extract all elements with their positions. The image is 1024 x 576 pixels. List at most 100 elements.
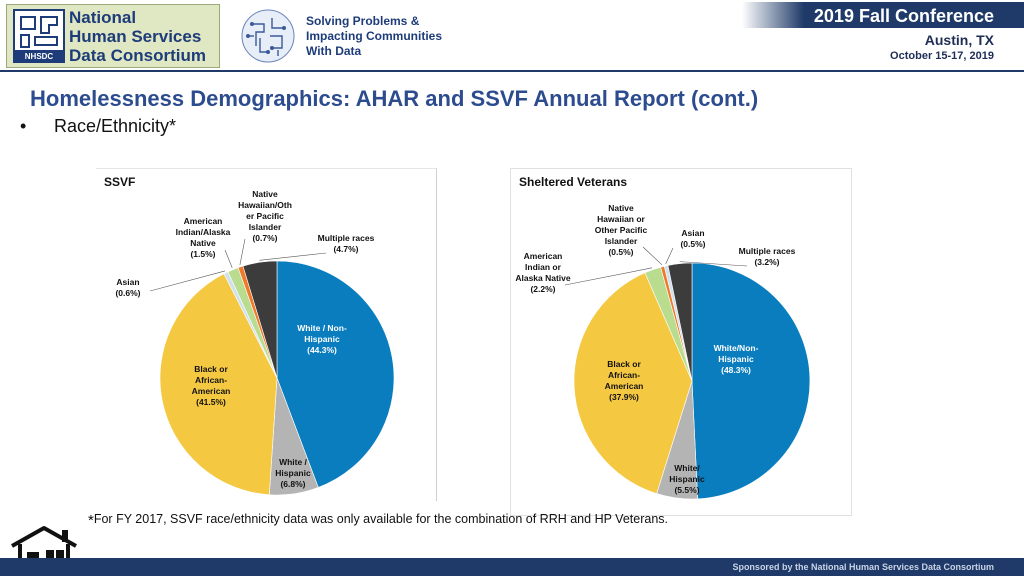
conference-banner: 2019 Fall Conference: [742, 2, 1024, 28]
sheltered-veterans-label-6-line-1: Asian: [681, 228, 704, 238]
footnote: *For FY 2017, SSVF race/ethnicity data w…: [88, 512, 668, 529]
ssvf-pie-chart: White / Non-Hispanic (44.3%) White / Hispan…: [96, 168, 437, 501]
sheltered-veterans-label-1-line-1: White/Non-: [714, 343, 759, 353]
sheltered-veterans-leader-5: [642, 246, 663, 266]
ssvf-label-1-line-2: Hispanic: [304, 334, 340, 344]
ssvf-leader-5: [224, 249, 233, 268]
ssvf-label-5-line-2: Indian/Alaska: [176, 227, 231, 237]
ssvf-label-3-line-1: Black or: [194, 364, 228, 374]
ssvf-slice-3: [159, 273, 278, 496]
tagline-line-2: Impacting Communities: [306, 29, 443, 43]
ssvf-leader-7: [259, 252, 327, 261]
logo-wordmark: National Human Services Data Consortium: [69, 8, 206, 65]
sheltered-veterans-label-4-line-3: Alaska Native: [515, 273, 571, 283]
ssvf-label-5: American Indian/Alaska Native (1.5%): [176, 216, 231, 259]
sheltered-veterans-label-2-line-1: White/: [674, 463, 700, 473]
sheltered-veterans-label-4-line-4: (2.2%): [530, 284, 555, 294]
sheltered-veterans-label-6: Asian (0.5%): [680, 228, 705, 249]
sheltered-veterans-label-7-line-2: (3.2%): [754, 257, 779, 267]
ssvf-label-6: Native Hawaiian/Oth er Pacific Islander (0.7…: [238, 189, 292, 243]
footer-bar: Sponsored by the National Human Services…: [0, 558, 1024, 576]
circuit-globe-icon: [241, 9, 295, 63]
ssvf-label-6-line-3: er Pacific: [246, 211, 284, 221]
ssvf-slice-1: [276, 260, 395, 488]
sheltered-veterans-label-4-line-1: American: [524, 251, 563, 261]
ssvf-leader-4: [149, 270, 226, 292]
ssvf-label-1-line-3: (44.3%): [307, 345, 337, 355]
sheltered-veterans-slice-1: [691, 262, 811, 500]
sheltered-veterans-label-2: White/Hispanic (5.5%): [669, 463, 705, 495]
ssvf-label-3-line-2: African-: [195, 375, 227, 385]
ssvf-label-6-line-1: Native: [252, 189, 278, 199]
logo-line-3: Data Consortium: [69, 46, 206, 65]
logo-line-1: National: [69, 8, 137, 27]
ssvf-label-7-line-1: Multiple races: [318, 233, 375, 243]
conference-title: 2019 Fall Conference: [813, 6, 994, 26]
sheltered-veterans-label-2-line-3: (5.5%): [674, 485, 699, 495]
nhsdc-grid-icon: NHSDC: [13, 9, 65, 63]
ssvf-label-5-line-4: (1.5%): [190, 249, 215, 259]
ssvf-label-7-line-2: (4.7%): [333, 244, 358, 254]
nhsdc-logo[interactable]: NHSDC National Human Services Data Conso…: [6, 4, 220, 68]
ssvf-leader-6: [239, 238, 246, 265]
tagline-line-3: With Data: [306, 44, 362, 58]
sheltered-veterans-leader-6: [665, 247, 674, 265]
sheltered-veterans-label-3: Black or African-American (37.9%): [605, 359, 644, 402]
sheltered-veterans-label-3-line-4: (37.9%): [609, 392, 639, 402]
ssvf-chart-title: SSVF: [104, 175, 136, 189]
sheltered-veterans-label-1: White/Non-Hispanic (48.3%): [714, 343, 759, 375]
sheltered-veterans-label-5: Native Hawaiian or Other Pacific Islander (0…: [595, 203, 648, 257]
sheltered-veterans-leader-4: [564, 267, 653, 286]
ssvf-label-2: White / Hispanic (6.8%): [275, 457, 311, 489]
ssvf-label-7: Multiple races (4.7%): [318, 233, 375, 254]
ssvf-label-5-line-3: Native: [190, 238, 216, 248]
sheltered-veterans-leader-7: [679, 261, 748, 267]
ssvf-label-2-line-2: Hispanic: [275, 468, 311, 478]
sheltered-veterans-pie-svg: White/Non-Hispanic (48.3%)White/Hispanic(…: [515, 203, 811, 500]
sheltered-veterans-label-3-line-2: African-: [608, 370, 640, 380]
conference-city: Austin, TX: [924, 32, 994, 48]
ssvf-label-5-line-1: American: [184, 216, 223, 226]
ssvf-label-3-line-3: American: [192, 386, 231, 396]
sheltered-veterans-label-2-line-2: Hispanic: [669, 474, 705, 484]
sheltered-veterans-label-4: American Indian or Alaska Native (2.2%): [515, 251, 571, 294]
ssvf-slice-7: [242, 260, 278, 379]
sheltered-veterans-label-5-line-1: Native: [608, 203, 634, 213]
ssvf-label-3: Black or African-American (41.5%): [192, 364, 231, 407]
sheltered-veterans-label-7: Multiple races (3.2%): [739, 246, 796, 267]
sheltered-veterans-label-5-line-2: Hawaiian or: [597, 214, 645, 224]
ssvf-label-6-line-2: Hawaiian/Oth: [238, 200, 292, 210]
svg-text:NHSDC: NHSDC: [25, 52, 54, 61]
header-divider: [0, 70, 1024, 72]
ssvf-label-1: White / Non-Hispanic (44.3%): [297, 323, 347, 355]
conference-header: NHSDC National Human Services Data Conso…: [0, 0, 1024, 72]
sponsor-text: Sponsored by the National Human Services…: [732, 562, 994, 572]
sheltered-veterans-label-1-line-3: (48.3%): [721, 365, 751, 375]
bullet-text: Race/Ethnicity*: [54, 116, 177, 136]
sheltered-veterans-slice-3: [573, 272, 693, 494]
conference-dates: October 15-17, 2019: [890, 50, 994, 62]
ssvf-label-3-line-4: (41.5%): [196, 397, 226, 407]
sheltered-veterans-chart-title: Sheltered Veterans: [519, 175, 628, 189]
bullet-dot: •: [20, 116, 27, 136]
sheltered-veterans-pie-chart: White/Non-Hispanic (48.3%) White/Hispanic(…: [510, 168, 852, 516]
sheltered-veterans-label-3-line-1: Black or: [607, 359, 641, 369]
sheltered-veterans-label-6-line-2: (0.5%): [680, 239, 705, 249]
ssvf-label-6-line-5: (0.7%): [252, 233, 277, 243]
footnote-text: For FY 2017, SSVF race/ethnicity data wa…: [93, 512, 668, 526]
tagline-line-1: Solving Problems &: [306, 14, 420, 28]
logo-line-2: Human Services: [69, 27, 202, 46]
ssvf-label-4-line-2: (0.6%): [115, 288, 140, 298]
sheltered-veterans-label-7-line-1: Multiple races: [739, 246, 796, 256]
sheltered-veterans-label-5-line-4: Islander: [605, 236, 638, 246]
ssvf-label-2-line-1: White /: [279, 457, 307, 467]
sheltered-veterans-label-4-line-2: Indian or: [525, 262, 562, 272]
sheltered-veterans-label-5-line-3: Other Pacific: [595, 225, 648, 235]
ssvf-label-1-line-1: White / Non-: [297, 323, 347, 333]
footnote-asterisk: *: [88, 512, 94, 529]
tagline: Solving Problems & Impacting Communities…: [306, 14, 442, 59]
slide-title: Homelessness Demographics: AHAR and SSVF…: [30, 86, 759, 111]
ssvf-label-6-line-4: Islander: [249, 222, 282, 232]
sheltered-veterans-slice-7: [667, 262, 693, 382]
ssvf-pie-svg: White / Non-Hispanic (44.3%)White / Hispan…: [115, 189, 395, 496]
